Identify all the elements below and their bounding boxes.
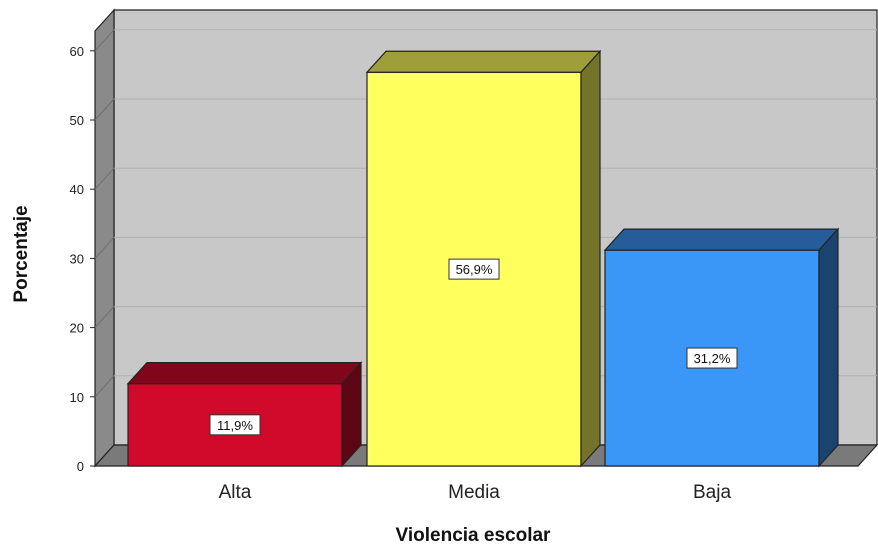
bar-top: [365, 50, 602, 73]
side-wall: [94, 8, 115, 468]
bar-side: [341, 361, 362, 468]
x-tick-label: Media: [448, 482, 500, 503]
x-axis-title: Violencia escolar: [396, 525, 552, 546]
y-tick-label: 10: [70, 390, 84, 405]
x-tick-label: Baja: [693, 482, 731, 503]
y-tick-label: 40: [70, 182, 84, 197]
y-tick-label: 60: [70, 44, 84, 59]
x-tick-label: Alta: [219, 482, 252, 503]
gridline-side: [94, 306, 115, 328]
bar-alta: 11,9%: [126, 361, 363, 468]
bar-side: [580, 49, 601, 468]
data-label: 11,9%: [217, 418, 253, 433]
data-label-box: [209, 414, 261, 436]
bar-top: [126, 362, 363, 385]
y-axis-ticks: 0 10 20 30 40 50 60: [70, 44, 95, 474]
bar-top: [603, 228, 840, 251]
gridline-side: [94, 237, 115, 259]
y-tick-label: 30: [70, 251, 84, 266]
gridline-side: [94, 98, 115, 121]
y-tick-label: 0: [77, 459, 84, 474]
bar-baja: 31,2%: [603, 227, 840, 468]
data-label-box: [686, 347, 738, 369]
y-tick-label: 20: [70, 321, 84, 336]
bar-side: [818, 227, 839, 468]
data-label: 31,2%: [694, 351, 731, 366]
data-label-box: [448, 258, 500, 280]
y-axis-title: Porcentaje: [11, 205, 32, 302]
y-tick-label: 50: [70, 113, 84, 128]
bar-media: 56,9%: [365, 49, 602, 468]
bars: 11,9% 56,9% 31,2%: [126, 49, 840, 468]
gridline-side: [94, 167, 115, 190]
data-label: 56,9%: [456, 262, 493, 277]
gridline-side: [94, 29, 115, 52]
gridline-side: [94, 375, 115, 398]
category-labels: Alta Media Baja: [219, 482, 732, 503]
